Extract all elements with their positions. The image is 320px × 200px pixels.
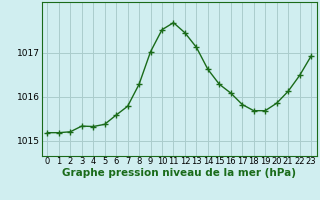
X-axis label: Graphe pression niveau de la mer (hPa): Graphe pression niveau de la mer (hPa) <box>62 168 296 178</box>
